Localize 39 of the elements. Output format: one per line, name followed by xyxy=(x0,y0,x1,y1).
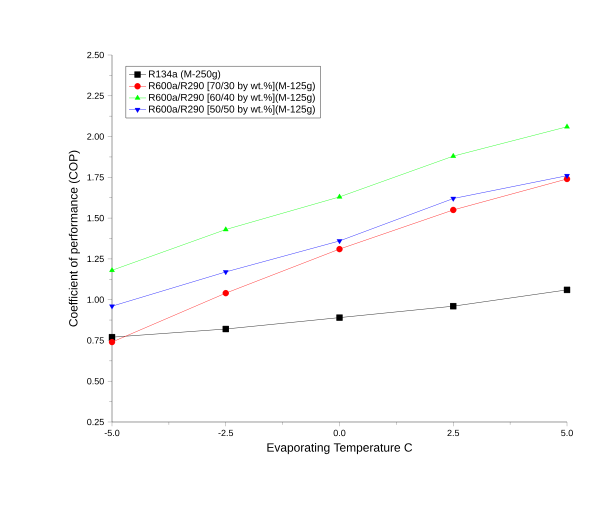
point xyxy=(450,152,456,158)
legend-label: R600a/R290 [60/40 by wt.%](M-125g) xyxy=(149,94,315,103)
point xyxy=(336,194,342,199)
point xyxy=(450,303,456,310)
y-tick-label: 1.75 xyxy=(87,174,104,180)
x-axis-title: Evaporating Temperature C xyxy=(267,442,412,454)
y-tick-label: 0.25 xyxy=(87,418,104,426)
x-tick-label: 0.0 xyxy=(334,430,346,436)
y-tick-label: 1.00 xyxy=(87,296,104,303)
point xyxy=(222,290,229,296)
legend-label: R600a/R290 [70/30 by wt.%](M-125g) xyxy=(149,82,315,92)
point xyxy=(336,246,343,252)
point xyxy=(564,286,570,294)
legend-label: R600a/R290 [50/50 by wt.%](M-125g) xyxy=(149,105,315,115)
point xyxy=(109,267,115,272)
point xyxy=(222,226,229,232)
point xyxy=(564,174,570,179)
point xyxy=(108,338,116,346)
point xyxy=(336,239,342,244)
point xyxy=(222,326,229,332)
y-tick-label: 1.50 xyxy=(87,214,104,222)
point xyxy=(450,196,456,202)
point xyxy=(222,270,229,276)
y-tick-label: 1.25 xyxy=(87,256,104,262)
x-tick-label: -5.0 xyxy=(104,430,120,436)
legend-label: R134a (M-250g) xyxy=(149,70,220,80)
point xyxy=(450,206,456,214)
y-tick-label: 2.00 xyxy=(87,133,104,140)
point xyxy=(564,124,570,128)
x-tick-label: 5.0 xyxy=(561,430,573,436)
y-axis-title: Coefficient of performance (COP) xyxy=(68,150,80,326)
x-tick-label: -2.5 xyxy=(218,430,234,436)
y-tick-label: 2.25 xyxy=(87,92,104,99)
point xyxy=(336,314,343,321)
y-tick-label: 2.50 xyxy=(87,52,104,58)
point xyxy=(109,304,115,310)
y-tick-label: 0.75 xyxy=(87,337,104,344)
y-tick-label: 0.50 xyxy=(87,378,104,384)
x-tick-label: 2.5 xyxy=(447,430,460,436)
